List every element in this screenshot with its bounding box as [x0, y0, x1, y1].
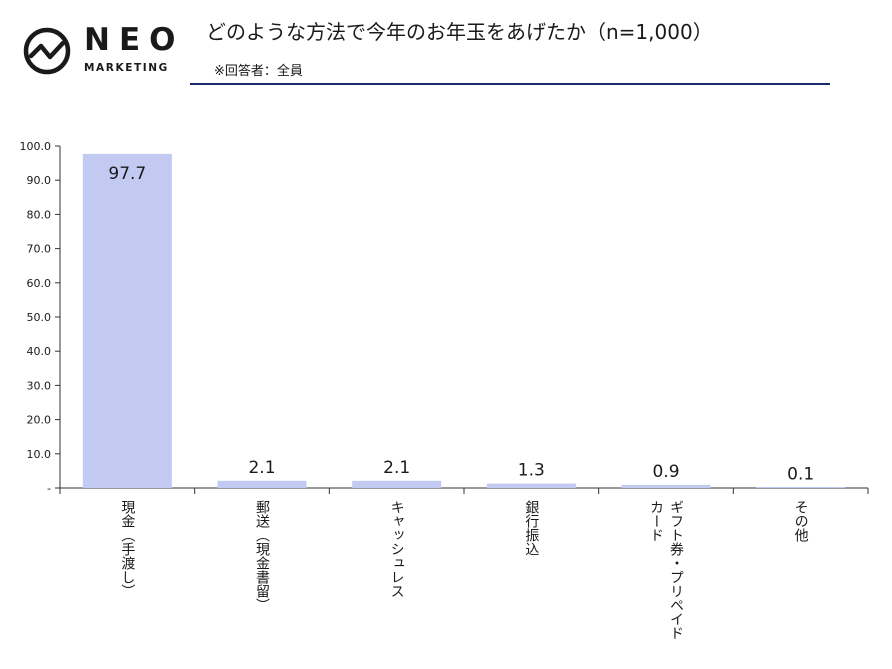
y-tick-label: 100.0 — [20, 140, 52, 153]
y-tick-label: 70.0 — [27, 243, 52, 256]
bar — [621, 484, 711, 488]
chart-title: どのような方法で今年のお年玉をあげたか（n=1,000） — [206, 20, 713, 44]
bar — [486, 483, 576, 488]
y-tick-label: 30.0 — [27, 379, 52, 392]
brand-name: NEO — [84, 22, 185, 58]
bar — [217, 480, 307, 488]
x-category-label: ギフト券・プリペイド — [668, 500, 684, 640]
bar — [756, 487, 846, 488]
data-label: 2.1 — [248, 458, 275, 478]
bar — [352, 480, 442, 488]
x-category-label: 現金（手渡し） — [119, 500, 135, 598]
data-label: 97.7 — [108, 164, 146, 184]
data-label: 1.3 — [518, 461, 545, 481]
y-tick-label: 80.0 — [27, 208, 52, 221]
neo-pulse-icon — [23, 27, 71, 75]
y-tick-label: 60.0 — [27, 277, 52, 290]
bar — [82, 153, 172, 488]
data-label: 0.1 — [787, 465, 814, 485]
brand-logo: NEO MARKETING — [22, 22, 185, 80]
x-category-label: 郵送（現金書留） — [254, 500, 270, 612]
x-category-label: 銀行振込 — [523, 500, 539, 556]
x-category-label: カード — [648, 500, 664, 542]
data-label: 2.1 — [383, 458, 410, 478]
chart-subtitle: ※回答者：全員 — [214, 64, 303, 79]
data-label: 0.9 — [652, 462, 679, 482]
y-tick-label: 10.0 — [27, 448, 52, 461]
y-tick-label: 40.0 — [27, 345, 52, 358]
y-tick-label: 90.0 — [27, 174, 52, 187]
title-underline — [190, 83, 830, 85]
brand-tagline: MARKETING — [84, 62, 169, 74]
x-category-label: キャッシュレス — [389, 500, 405, 598]
y-tick-label: 20.0 — [27, 414, 52, 427]
y-tick-label: 50.0 — [27, 311, 52, 324]
x-category-label: その他 — [793, 500, 809, 543]
y-tick-label: - — [47, 482, 51, 495]
